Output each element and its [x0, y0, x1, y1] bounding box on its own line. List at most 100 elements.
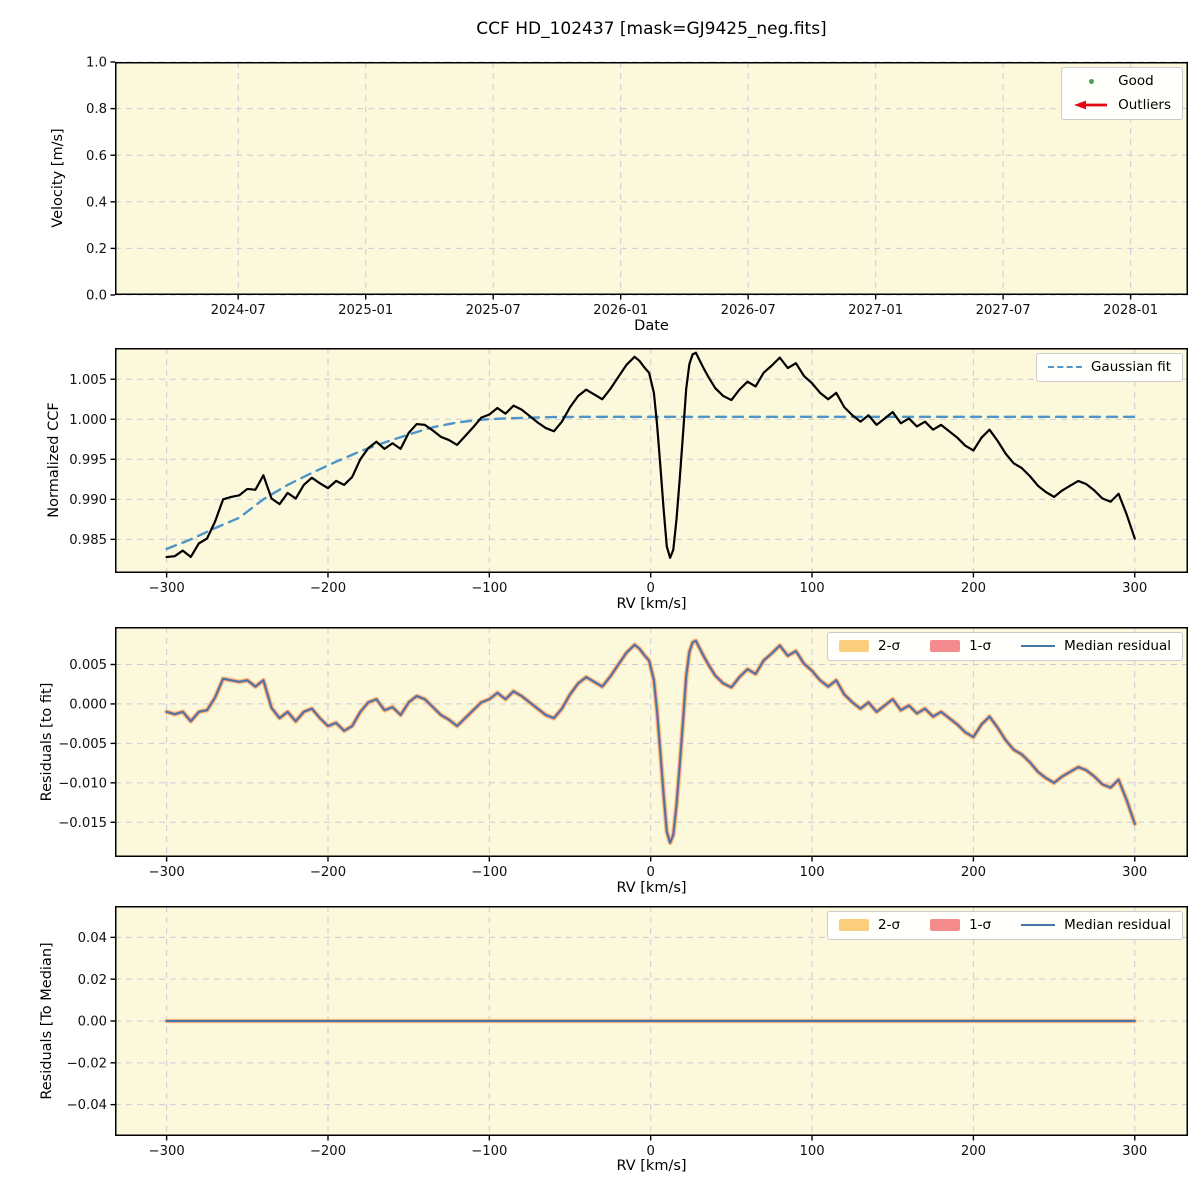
- legend-item-median-residual: Median residual: [1021, 917, 1171, 934]
- outlier-arrow-icon: [1073, 99, 1109, 111]
- svg-text:0.8: 0.8: [86, 102, 107, 117]
- legend-item-gaussian-fit: Gaussian fit: [1047, 359, 1171, 376]
- svg-text:0: 0: [646, 581, 654, 596]
- svg-text:2025-01: 2025-01: [338, 303, 393, 318]
- tick-marks: [110, 936, 1136, 1141]
- svg-text:100: 100: [799, 1144, 824, 1159]
- svg-text:2026-01: 2026-01: [593, 303, 648, 318]
- residuals-to-median-panel: 2-σ 1-σ Median residual −300 −200 −100 0 100…: [67, 906, 1188, 1159]
- svg-text:300: 300: [1122, 1144, 1147, 1159]
- svg-text:1.0: 1.0: [86, 56, 107, 71]
- svg-text:−200: −200: [310, 865, 346, 880]
- svg-text:0.0: 0.0: [86, 289, 107, 304]
- solid-line-icon: [1021, 645, 1056, 648]
- dashed-line-icon: [1047, 366, 1082, 369]
- svg-text:0.02: 0.02: [78, 973, 107, 988]
- legend-label: Gaussian fit: [1090, 359, 1171, 375]
- svg-text:100: 100: [799, 581, 824, 596]
- plot-canvas: 2024-07 2025-01 2025-07 2026-01 2026-07 2027-…: [86, 56, 1188, 318]
- svg-text:−100: −100: [471, 581, 507, 596]
- svg-text:0.990: 0.990: [69, 493, 107, 508]
- legend-label: 2-σ: [878, 638, 901, 654]
- svg-text:0.6: 0.6: [86, 149, 107, 164]
- residuals-fit-legend: 2-σ 1-σ Median residual: [827, 632, 1183, 661]
- y-axis-label-velocity: Velocity [m/s]: [50, 128, 66, 228]
- x-axis-label-rv-1: RV [km/s]: [616, 596, 687, 612]
- svg-text:0: 0: [646, 1144, 654, 1159]
- velocity-legend: Good Outliers: [1061, 67, 1183, 120]
- plot-canvas: −300 −200 −100 0 100 200 300 0.04 0.02 0.00 −0.02 −…: [67, 906, 1188, 1159]
- legend-label: Good: [1118, 73, 1154, 89]
- x-axis-label-date: Date: [634, 318, 669, 334]
- svg-text:300: 300: [1122, 865, 1147, 880]
- svg-text:2027-07: 2027-07: [976, 303, 1031, 318]
- sigma1-patch-icon: [930, 640, 961, 653]
- svg-text:2027-01: 2027-01: [848, 303, 903, 318]
- svg-text:0.985: 0.985: [69, 533, 107, 548]
- svg-text:2025-07: 2025-07: [466, 303, 521, 318]
- svg-text:−100: −100: [471, 1144, 507, 1159]
- ccf-legend: Gaussian fit: [1035, 353, 1183, 382]
- svg-text:−0.010: −0.010: [58, 776, 107, 791]
- svg-text:2026-07: 2026-07: [721, 303, 776, 318]
- svg-text:−300: −300: [149, 581, 185, 596]
- svg-text:0: 0: [646, 865, 654, 880]
- svg-text:2024-07: 2024-07: [211, 303, 266, 318]
- svg-text:0.00: 0.00: [78, 1015, 107, 1030]
- svg-text:200: 200: [961, 865, 986, 880]
- svg-text:−0.005: −0.005: [58, 737, 107, 752]
- svg-text:200: 200: [961, 581, 986, 596]
- svg-text:−200: −200: [310, 581, 346, 596]
- plot-canvas: −300 −200 −100 0 100 200 300 0.005 0.000 −0.005 −0…: [58, 627, 1188, 880]
- svg-text:1.000: 1.000: [69, 413, 107, 428]
- svg-text:1.005: 1.005: [69, 373, 107, 388]
- gridlines: [115, 61, 1188, 296]
- y-axis-label-residuals-to-median: Residuals [To Median]: [39, 942, 55, 1100]
- legend-label: Outliers: [1118, 96, 1171, 113]
- y-axis-label-residuals-to-fit: Residuals [to fit]: [39, 682, 55, 802]
- svg-text:−300: −300: [149, 1144, 185, 1159]
- svg-text:−0.015: −0.015: [58, 816, 107, 831]
- svg-text:−0.02: −0.02: [67, 1056, 107, 1071]
- legend-label: 1-σ: [969, 638, 992, 654]
- good-marker-icon: [1073, 78, 1109, 84]
- legend-item-1-sigma: 1-σ: [930, 917, 991, 934]
- svg-text:−100: −100: [471, 865, 507, 880]
- solid-line-icon: [1021, 924, 1056, 927]
- normalized-ccf-panel: Gaussian fit −300 −200 −100 0 100 200 300 0.985…: [69, 348, 1188, 596]
- sigma2-patch-icon: [839, 919, 870, 932]
- svg-text:2028-01: 2028-01: [1103, 303, 1158, 318]
- sigma2-patch-icon: [839, 640, 870, 653]
- tick-labels: 2024-07 2025-01 2025-07 2026-01 2026-07 2027-…: [86, 56, 1158, 318]
- legend-label: 1-σ: [969, 917, 992, 933]
- legend-label: 2-σ: [878, 917, 901, 933]
- legend-label: Median residual: [1064, 638, 1171, 654]
- svg-text:300: 300: [1122, 581, 1147, 596]
- svg-text:100: 100: [799, 865, 824, 880]
- svg-text:0.005: 0.005: [69, 658, 107, 673]
- svg-text:0.04: 0.04: [78, 931, 107, 946]
- svg-text:0.995: 0.995: [69, 453, 107, 468]
- tick-marks: [110, 61, 1132, 300]
- tick-labels: −300 −200 −100 0 100 200 300 0.985 0.990 0.995 1.0…: [69, 373, 1147, 596]
- velocity-vs-date-panel: Good Outliers 2024-07 2025-01 2025-07 2026-…: [86, 56, 1188, 318]
- legend-item-1-sigma: 1-σ: [930, 638, 991, 655]
- plot-canvas: −300 −200 −100 0 100 200 300 0.985 0.990 0.995 1.0…: [69, 348, 1188, 596]
- legend-item-median-residual: Median residual: [1021, 638, 1171, 655]
- svg-text:−0.04: −0.04: [67, 1098, 107, 1113]
- svg-text:0.4: 0.4: [86, 195, 107, 210]
- x-axis-label-rv-3: RV [km/s]: [616, 1158, 687, 1174]
- y-axis-label-normalized-ccf: Normalized CCF: [46, 402, 62, 518]
- sigma1-patch-icon: [930, 919, 961, 932]
- tick-marks: [110, 378, 1136, 578]
- figure-title: CCF HD_102437 [mask=GJ9425_neg.fits]: [476, 19, 827, 39]
- legend-item-2-sigma: 2-σ: [839, 917, 900, 934]
- x-axis-label-rv-2: RV [km/s]: [616, 880, 687, 896]
- legend-item-2-sigma: 2-σ: [839, 638, 900, 655]
- legend-label: Median residual: [1064, 917, 1171, 933]
- svg-text:−300: −300: [149, 865, 185, 880]
- svg-text:0.2: 0.2: [86, 242, 107, 257]
- tick-labels: −300 −200 −100 0 100 200 300 0.005 0.000 −0.005 −0…: [58, 658, 1147, 880]
- tick-labels: −300 −200 −100 0 100 200 300 0.04 0.02 0.00 −0.02 −…: [67, 931, 1148, 1159]
